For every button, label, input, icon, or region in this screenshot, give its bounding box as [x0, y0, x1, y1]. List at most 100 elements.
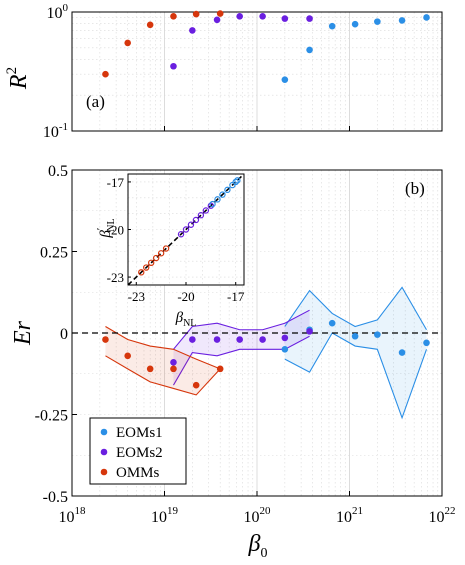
panel-a-point-OMMs	[170, 13, 177, 20]
inset-y-tick-label: -23	[107, 270, 124, 285]
panel-b-x-tick-label: 1020	[244, 505, 272, 526]
inset-ylabel-prime: ′	[95, 228, 107, 230]
tick-base: 10	[59, 509, 75, 526]
legend-marker-OMMs	[100, 468, 108, 476]
panel-b-tag: (b)	[405, 179, 425, 198]
inset-y-tick-label: -20	[107, 223, 124, 238]
panel-b-point-EOMs2	[170, 359, 177, 366]
inset-point-OMMs	[143, 264, 150, 271]
inset-point-EOMs2	[207, 202, 215, 209]
panel-b-point-OMMs	[124, 352, 131, 360]
panel-a-point-OMMs	[124, 39, 131, 47]
inset-x-tick-label: -20	[177, 289, 194, 304]
inset-ylabel-subscript: NL	[106, 218, 117, 231]
panel-b-y-tick-label: -0.5	[43, 489, 68, 506]
panel-b-x-tick-label: 1021	[336, 505, 363, 526]
ylabel-superscript: 2	[4, 67, 20, 75]
inset-point-OMMs	[162, 245, 170, 252]
inset-xlabel-base: β	[175, 310, 184, 326]
panel-b-point-EOMs1	[281, 346, 289, 353]
panel-b-point-OMMs	[170, 365, 177, 373]
inset-x-tick-label: -17	[227, 289, 245, 304]
panel-a-point-EOMs1	[423, 14, 430, 21]
panel-b-point-EOMs1	[328, 319, 336, 327]
tick-base: 10	[429, 509, 445, 526]
panel-b-x-tick-label: 1019	[151, 505, 179, 526]
panel-a-point-EOMs1	[351, 20, 359, 28]
tick-exponent: 18	[75, 505, 87, 517]
inset-point-EOMs1	[224, 186, 231, 194]
panel-a-point-EOMs2	[170, 62, 177, 70]
inset-point-EOMs1	[232, 178, 239, 186]
band-upper-OMMs	[105, 326, 221, 370]
panel-b-point-EOMs1	[398, 349, 406, 356]
panel-a-point-EOMs1	[281, 76, 289, 83]
panel-a-point-OMMs	[216, 10, 224, 17]
inset-point-OMMs	[152, 254, 160, 262]
inset-point-EOMs2	[177, 231, 185, 238]
inset-point-OMMs	[138, 269, 145, 276]
panel-b-y-tick-label: 0	[60, 326, 68, 343]
panel-a-point-EOMs1	[306, 46, 313, 54]
panel-a-tag: (a)	[86, 92, 105, 111]
inset-xlabel: βNL	[175, 310, 197, 329]
panel-a-y-tick-label: 100	[47, 2, 69, 22]
band-lower-EOMs1	[284, 332, 428, 420]
inset-xlabel-subscript: NL	[183, 318, 196, 329]
panel-b-point-OMMs	[192, 381, 200, 389]
inset-point-EOMs2	[182, 226, 190, 233]
panel-b-point-OMMs	[102, 336, 109, 343]
inset-point-EOMs2	[202, 207, 210, 214]
panel-b-point-OMMs	[216, 365, 224, 373]
inset-point-EOMs1	[219, 191, 226, 198]
panel-a-ylabel: R2	[4, 67, 32, 90]
legend-label-EOMs2: EOMs2	[116, 445, 163, 461]
xlabel-subscript: 0	[260, 546, 267, 561]
panel-a-point-EOMs2	[281, 15, 289, 22]
panel-b-ylabel: Er	[10, 320, 36, 346]
inset-x-tick-label: -23	[128, 289, 145, 304]
band-upper-EOMs2	[173, 309, 310, 350]
band-OMMs	[105, 326, 221, 395]
band-EOMs1	[284, 287, 427, 418]
tick-exponent: 0	[63, 2, 69, 14]
inset-point-EOMs2	[192, 216, 200, 224]
panel-a-point-EOMs1	[328, 22, 336, 30]
panel-a-point-OMMs	[146, 21, 154, 29]
inset-diagonal-line	[127, 173, 245, 286]
legend-marker-EOMs2	[100, 448, 108, 456]
panel-b-point-EOMs2	[236, 336, 243, 343]
panel-a-point-EOMs2	[189, 27, 196, 34]
panel-b-point-EOMs2	[281, 334, 289, 342]
panel-b-point-OMMs	[146, 365, 154, 373]
tick-base: 10	[47, 5, 63, 22]
band-lower-OMMs	[105, 355, 221, 396]
inset-point-OMMs	[157, 250, 165, 257]
inset-point-EOMs1	[209, 200, 216, 208]
panel-a-point-EOMs1	[374, 18, 381, 25]
inset-point-EOMs1	[214, 196, 221, 203]
inset-y-tick-label: -17	[107, 175, 125, 190]
tick-base: 10	[151, 509, 167, 526]
tick-exponent: 20	[260, 505, 272, 517]
tick-base: 10	[336, 509, 352, 526]
inset-point-EOMs2	[197, 212, 205, 219]
panel-a-point-OMMs	[102, 70, 109, 78]
panel-b-y-tick-label: 0.25	[40, 245, 68, 262]
tick-base: 10	[43, 124, 59, 141]
panel-b-y-tick-label: -0.25	[35, 408, 68, 425]
panel-a-point-EOMs2	[259, 13, 266, 20]
panel-b-x-tick-label: 1018	[59, 505, 87, 526]
legend: EOMs1 EOMs2 OMMs	[89, 417, 187, 485]
tick-exponent: 22	[445, 505, 456, 517]
panel-b-point-EOMs2	[213, 336, 221, 343]
panel-b-point-EOMs1	[423, 339, 430, 347]
band-EOMs2	[173, 310, 310, 386]
panel-b-point-EOMs2	[306, 328, 313, 335]
panel-b-point-EOMs1	[374, 331, 381, 338]
panel-a-point-EOMs2	[213, 16, 221, 24]
xlabel-base: β	[248, 531, 261, 557]
